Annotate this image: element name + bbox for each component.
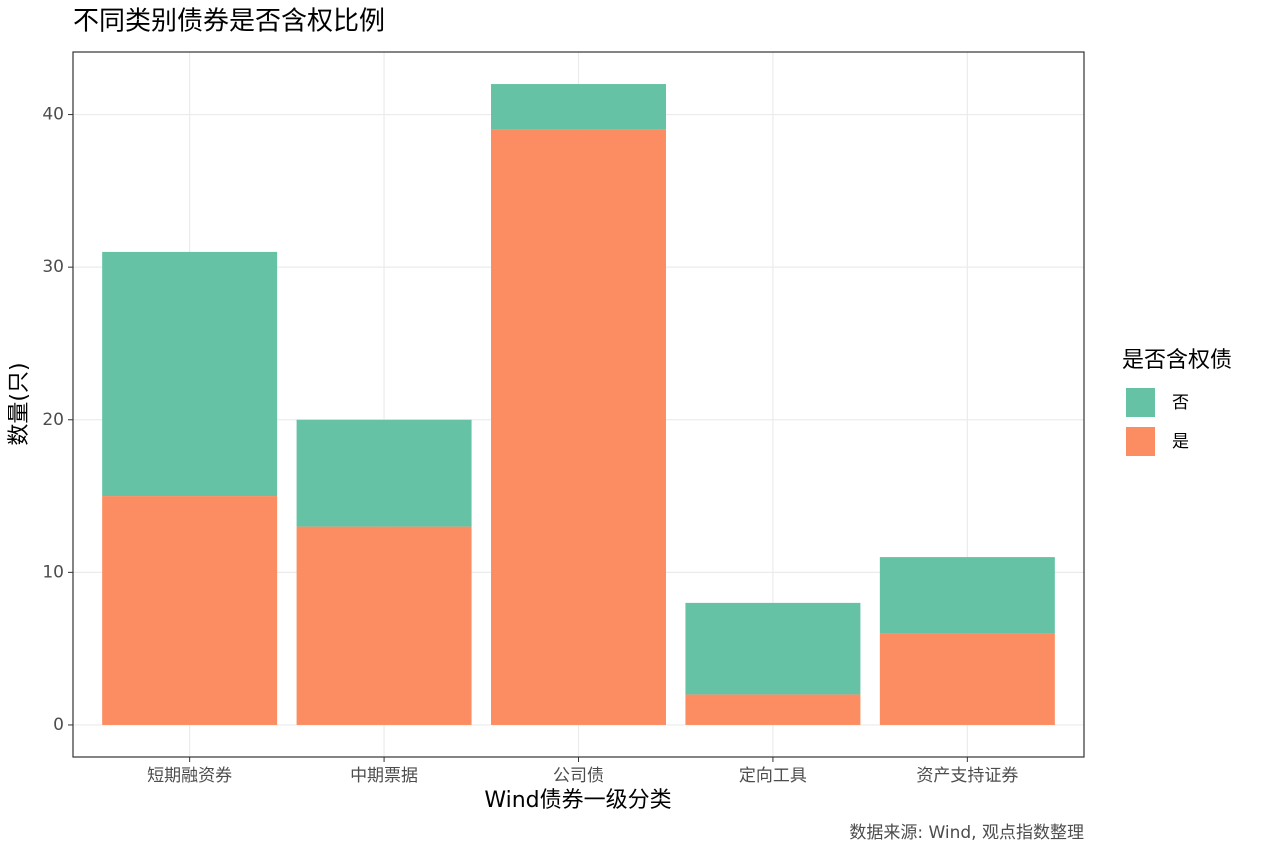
bar-segment (685, 602, 861, 695)
bar-segment (102, 251, 278, 497)
bar-segment (685, 694, 861, 725)
legend-title: 是否含权债 (1122, 348, 1232, 373)
y-tick-label: 40 (42, 105, 64, 125)
bar-segment (296, 419, 472, 527)
bar-segment (102, 496, 278, 725)
x-tick-label: 公司债 (553, 766, 604, 786)
x-tick-label: 中期票据 (350, 766, 418, 786)
y-tick-label: 0 (53, 715, 64, 735)
x-tick-label: 定向工具 (739, 766, 807, 786)
x-tick-label: 资产支持证券 (916, 766, 1018, 786)
legend-key (1126, 427, 1155, 456)
y-tick-label: 20 (42, 410, 64, 430)
y-tick-label: 10 (42, 562, 64, 582)
bar-segment (296, 526, 472, 725)
bar-segment (491, 84, 666, 130)
y-tick-label: 30 (42, 257, 64, 277)
chart-title: 不同类别债券是否含权比例 (73, 7, 385, 37)
caption: 数据来源: Wind, 观点指数整理 (849, 823, 1084, 843)
y-axis-title: 数量(只) (7, 362, 32, 445)
bar-segment (879, 557, 1055, 634)
bar-segment (879, 633, 1055, 725)
legend-key (1126, 388, 1155, 417)
legend-label: 是 (1172, 432, 1189, 452)
x-axis-title: Wind债券一级分类 (484, 788, 671, 813)
bar-segment (491, 129, 666, 725)
legend-label: 否 (1172, 393, 1189, 413)
x-tick-label: 短期融资券 (147, 766, 232, 786)
